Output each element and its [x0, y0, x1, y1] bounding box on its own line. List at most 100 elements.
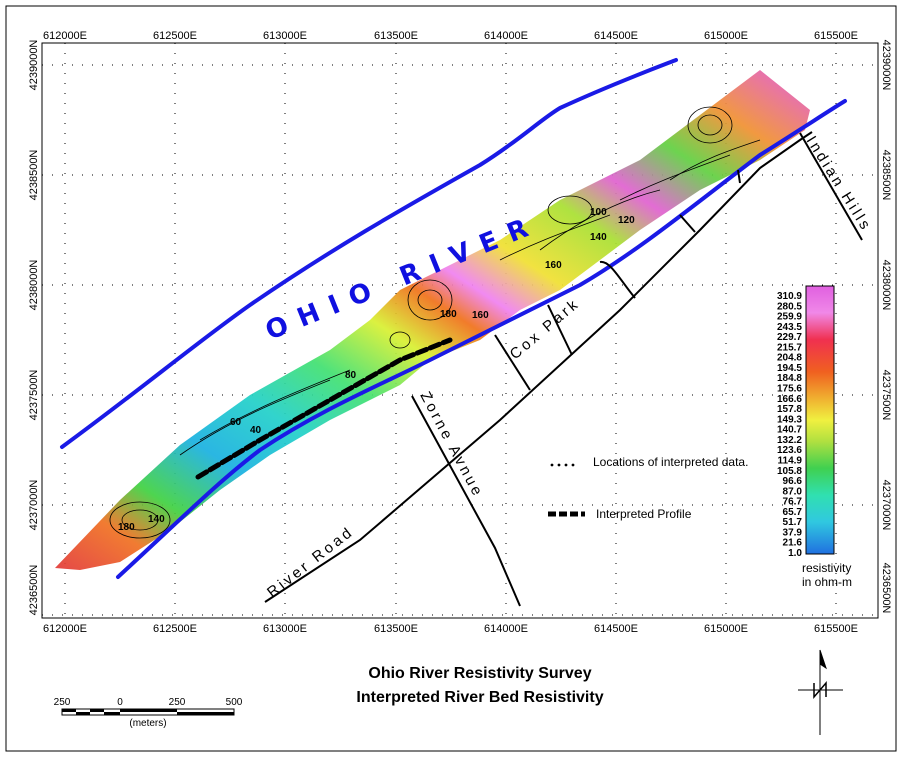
- y-axis-left: 4239000N 4238500N 4238000N 4237500N 4237…: [28, 40, 40, 616]
- color-bar-value-14: 132.2: [777, 435, 802, 446]
- map-subtitle: Interpreted River Bed Resistivity: [356, 689, 603, 706]
- color-bar-value-10: 166.6: [777, 394, 802, 405]
- contour-label-3: 160: [545, 260, 562, 271]
- x-tick-top-2: 613000E: [263, 30, 307, 42]
- color-bar-value-18: 96.6: [783, 476, 803, 487]
- x-tick-top-0: 612000E: [43, 30, 87, 42]
- river-road-line: [264, 131, 813, 603]
- contour-labels: 100 120 140 160 180 160 80 60 40 180 140: [118, 207, 635, 533]
- indian-hills-road-line: [799, 132, 863, 241]
- legend-unit-line2: in ohm-m: [802, 575, 852, 589]
- color-bar-value-16: 114.9: [778, 455, 803, 466]
- color-bar-value-12: 149.3: [777, 414, 802, 425]
- x-axis-bottom: 612000E 612500E 613000E 613500E 614000E …: [43, 623, 858, 635]
- color-bar-labels: 310.9280.5259.9243.5229.7215.7204.8194.5…: [777, 291, 802, 559]
- color-bar-value-15: 123.6: [777, 445, 802, 456]
- contour-label-10: 140: [148, 514, 165, 525]
- zorne-avenue-line: [411, 395, 521, 607]
- scale-unit-label: (meters): [129, 718, 166, 729]
- river-road-label: River Road: [264, 523, 357, 601]
- x-tick-bottom-4: 614000E: [484, 623, 528, 635]
- y-tick-right-1: 4238500N: [880, 150, 892, 201]
- color-bar-value-20: 76.7: [783, 497, 803, 508]
- y-tick-left-3: 4237500N: [28, 370, 40, 421]
- contour-label-9: 180: [118, 522, 135, 533]
- x-tick-top-6: 615000E: [704, 30, 748, 42]
- y-tick-left-2: 4238000N: [28, 260, 40, 311]
- color-bar-value-11: 157.8: [777, 404, 802, 415]
- contour-label-6: 80: [345, 370, 357, 381]
- color-bar-value-1: 280.5: [777, 301, 802, 312]
- color-bar-value-19: 87.0: [783, 486, 803, 497]
- y-tick-right-4: 4237000N: [880, 480, 892, 531]
- color-bar-value-22: 51.7: [783, 517, 803, 528]
- contour-label-0: 100: [590, 207, 607, 218]
- x-tick-bottom-7: 615500E: [814, 623, 858, 635]
- x-tick-bottom-5: 614500E: [594, 623, 638, 635]
- color-bar-value-24: 21.6: [783, 538, 803, 549]
- color-bar-value-25: 1.0: [788, 548, 802, 559]
- contour-label-4: 180: [440, 309, 457, 320]
- y-tick-left-5: 4236500N: [28, 565, 40, 616]
- scale-label-3: 500: [226, 697, 243, 708]
- contour-lines: [109, 106, 761, 539]
- x-tick-top-1: 612500E: [153, 30, 197, 42]
- map-border: [41, 42, 879, 619]
- color-bar-value-3: 243.5: [777, 322, 802, 333]
- cox-park-road-e: [737, 169, 741, 184]
- contour-label-7: 60: [230, 417, 242, 428]
- color-bar-value-13: 140.7: [777, 425, 802, 436]
- y-axis-right: 4239000N 4238500N 4238000N 4237500N 4237…: [880, 40, 892, 614]
- y-tick-right-0: 4239000N: [880, 40, 892, 91]
- color-bar: [805, 285, 835, 555]
- color-bar-value-9: 175.6: [777, 384, 802, 395]
- y-tick-right-3: 4237500N: [880, 370, 892, 421]
- color-bar-value-21: 65.7: [783, 507, 803, 518]
- x-tick-top-5: 614500E: [594, 30, 638, 42]
- y-tick-right-2: 4238000N: [880, 260, 892, 311]
- color-bar-value-0: 310.9: [777, 291, 802, 302]
- color-bar-legend: 310.9280.5259.9243.5229.7215.7204.8194.5…: [777, 285, 852, 589]
- color-bar-value-2: 259.9: [777, 312, 802, 323]
- scale-label-0: 250: [54, 697, 71, 708]
- interpreted-profile-line: [195, 337, 453, 480]
- contour-label-2: 140: [590, 232, 607, 243]
- x-axis-top: 612000E 612500E 613000E 613500E 614000E …: [43, 30, 858, 42]
- river-banks: [60, 58, 847, 579]
- color-bar-value-6: 204.8: [777, 353, 802, 364]
- contour-label-1: 120: [618, 215, 635, 226]
- indian-hills-label: Indian Hills: [803, 133, 875, 235]
- north-arrow-icon: [798, 649, 843, 735]
- x-tick-bottom-1: 612500E: [153, 623, 197, 635]
- color-bar-value-17: 105.8: [777, 466, 802, 477]
- page-border: [5, 5, 897, 752]
- x-tick-bottom-6: 615000E: [704, 623, 748, 635]
- y-tick-left-4: 4237000N: [28, 480, 40, 531]
- x-tick-bottom-2: 613000E: [263, 623, 307, 635]
- y-tick-left-1: 4238500N: [28, 150, 40, 201]
- legend-unit-line1: resistivity: [802, 561, 851, 575]
- profile-legend-label: Interpreted Profile: [596, 507, 692, 521]
- roads: [264, 131, 863, 607]
- y-tick-left-0: 4239000N: [28, 40, 40, 91]
- x-tick-top-7: 615500E: [814, 30, 858, 42]
- scale-label-1: 0: [117, 697, 123, 708]
- symbol-legend: Locations of interpreted data. Interpret…: [548, 456, 748, 521]
- x-tick-bottom-0: 612000E: [43, 623, 87, 635]
- cox-park-road-d: [679, 214, 696, 233]
- scale-bar: 250 0 250 500 (meters): [54, 697, 243, 729]
- y-tick-right-5: 4236500N: [880, 563, 892, 614]
- color-bar-value-8: 184.8: [777, 373, 802, 384]
- north-bank-line: [60, 58, 678, 449]
- contour-label-8: 40: [250, 425, 262, 436]
- color-bar-value-7: 194.5: [777, 363, 802, 374]
- cox-park-road-c: [599, 260, 636, 299]
- x-tick-top-4: 614000E: [484, 30, 528, 42]
- x-tick-top-3: 613500E: [374, 30, 418, 42]
- scale-label-2: 250: [169, 697, 186, 708]
- cox-park-road-b: [547, 304, 573, 356]
- locations-legend-label: Locations of interpreted data.: [593, 456, 748, 469]
- zorne-avenue-label: Zorne Avnue: [416, 389, 486, 501]
- contour-label-5: 160: [472, 310, 489, 321]
